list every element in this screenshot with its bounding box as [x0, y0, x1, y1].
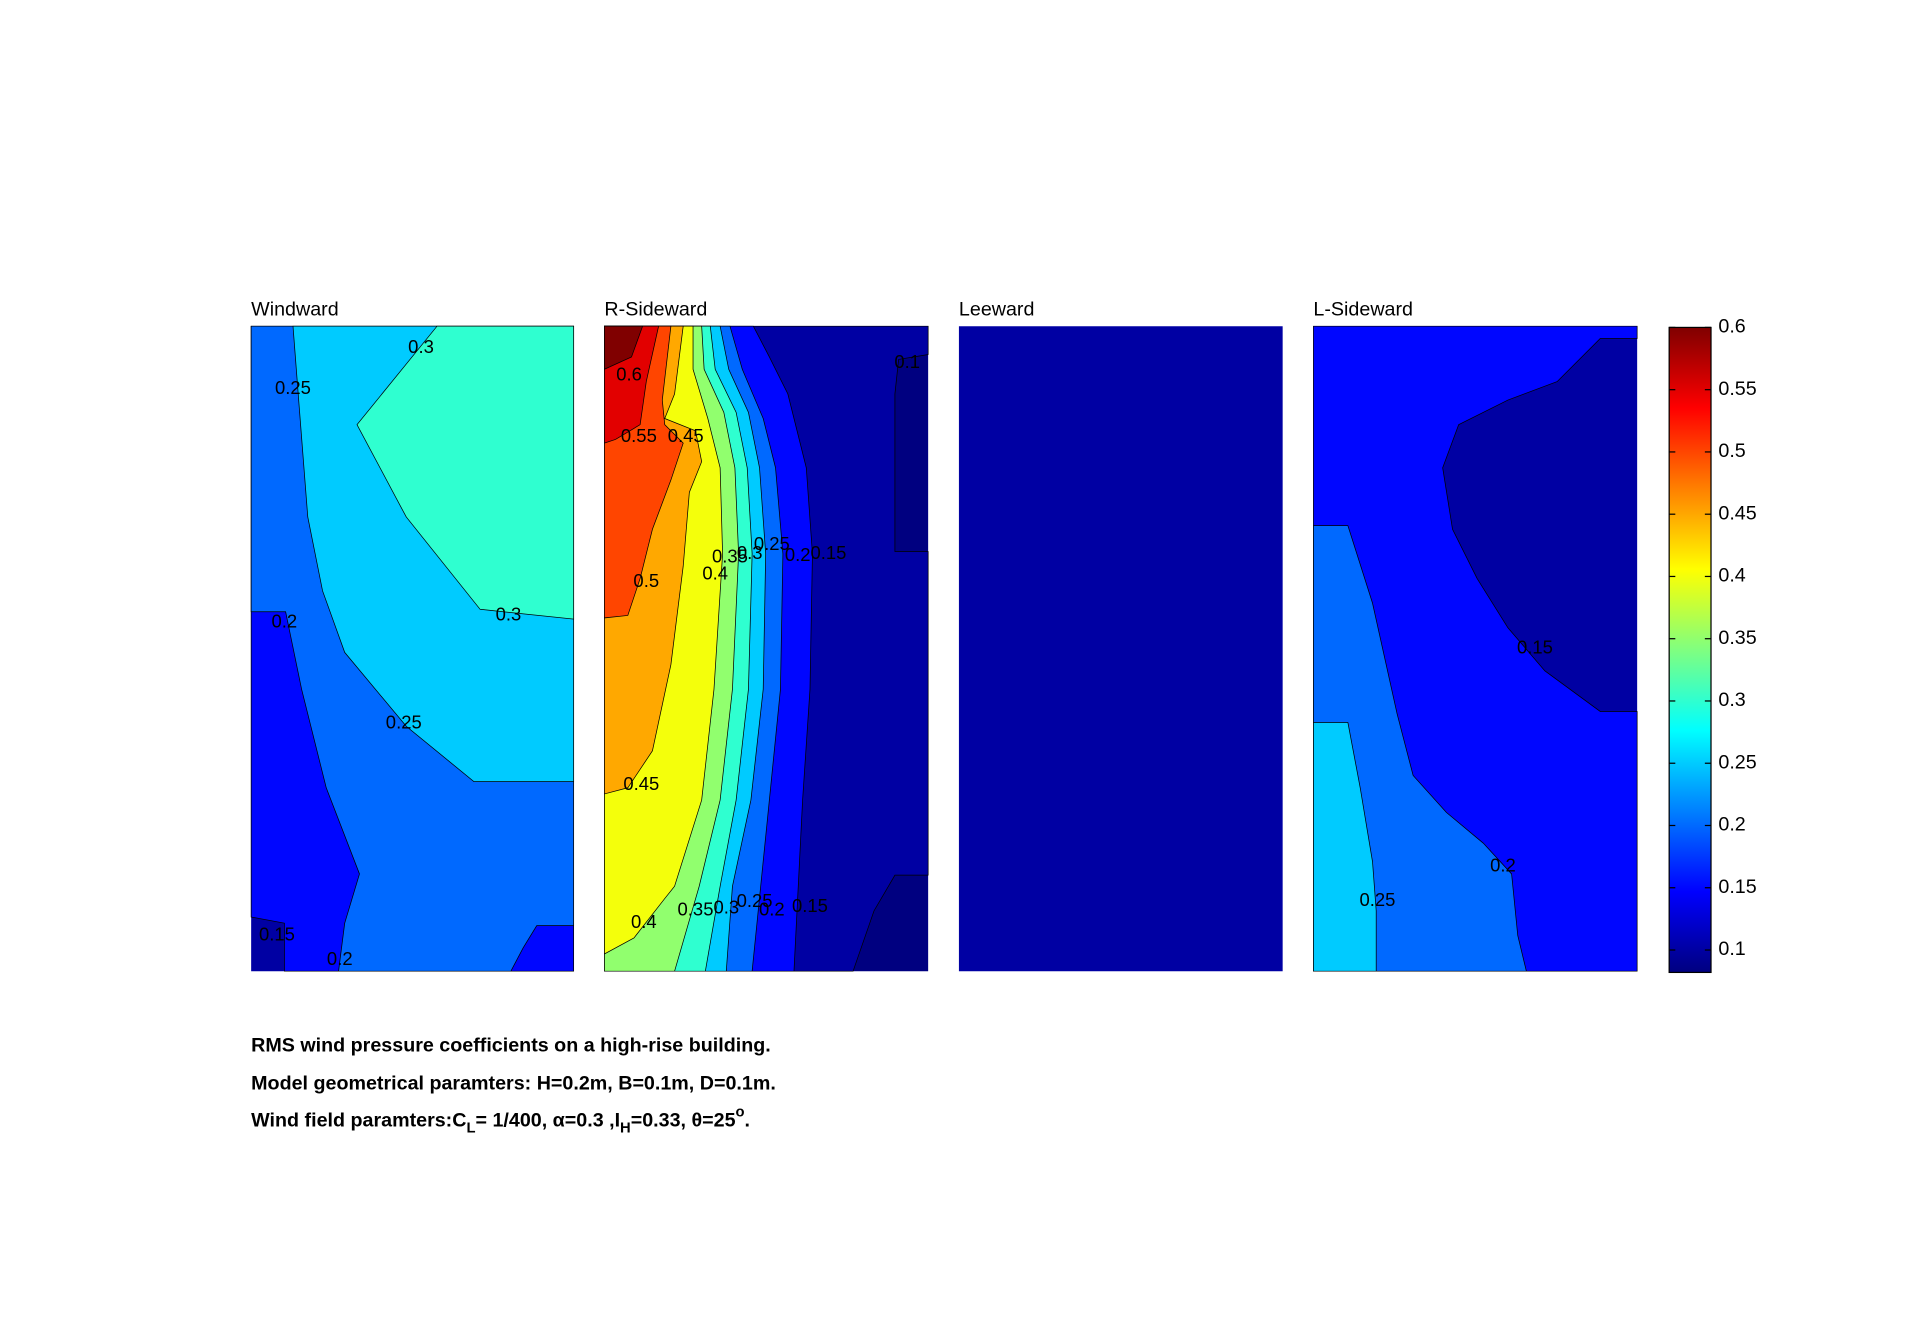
contour-panel: Leeward	[958, 298, 1283, 972]
contour-label: 0.15	[810, 542, 846, 563]
contour-label: 0.4	[631, 911, 657, 932]
contour-label: 0.15	[792, 895, 828, 916]
caption-part: .	[745, 1110, 750, 1132]
contour-label: 0.3	[713, 896, 739, 917]
tick-label: 0.1	[1718, 938, 1745, 960]
contour-label: 0.45	[668, 425, 704, 446]
tick-label: 0.4	[1718, 565, 1745, 587]
contour-band	[604, 325, 644, 370]
tick-label: 0.25	[1718, 751, 1756, 773]
contour-label: 0.3	[496, 603, 522, 624]
tick-label: 0.3	[1718, 689, 1745, 711]
caption-part: = 1/400, α=0.3 ,I	[476, 1110, 621, 1132]
contour-label: 0.2	[327, 948, 353, 969]
contour-label: 0.25	[1359, 889, 1395, 910]
contour-label: 0.55	[621, 425, 657, 446]
panel-title: L-Sideward	[1313, 298, 1413, 320]
contour-band	[958, 326, 1283, 972]
tick-label: 0.6	[1718, 316, 1745, 338]
contour-label: 0.2	[272, 611, 298, 632]
contour-label: 0.15	[1517, 637, 1553, 658]
caption-line: Model geometrical paramters: H=0.2m, B=0…	[251, 1073, 776, 1095]
contour-label: 0.2	[785, 544, 811, 565]
contour-label: 0.6	[616, 363, 642, 384]
contour-label: 0.3	[737, 542, 763, 563]
contour-label: 0.25	[737, 890, 773, 911]
colorbar: 0.1 0.15 0.2 0.25 0.3 0.35 0.4 0.45 0.5 0.55 0.6	[1668, 316, 1757, 974]
caption-part: L	[466, 1121, 475, 1137]
panel-title: Leeward	[959, 298, 1035, 320]
contour-band	[1313, 722, 1377, 972]
caption-part: H	[620, 1121, 631, 1137]
tick-label: 0.2	[1718, 814, 1745, 836]
colorbar-scale	[1668, 326, 1712, 974]
tick-label: 0.55	[1718, 378, 1756, 400]
contour-band	[356, 325, 575, 620]
caption-line: Wind field paramters:CL= 1/400, α=0.3 ,I…	[251, 1105, 750, 1137]
contour-label: 0.15	[259, 923, 295, 944]
contour-label: 0.2	[1490, 854, 1516, 875]
contour-label: 0.25	[754, 533, 790, 554]
contour-label: 0.3	[408, 336, 434, 357]
tick-label: 0.5	[1718, 440, 1745, 462]
contour-label: 0.25	[275, 377, 311, 398]
tick-label: 0.45	[1718, 502, 1756, 524]
contour-label: 0.2	[759, 899, 785, 920]
contour-label: 0.25	[386, 712, 422, 733]
tick-label: 0.15	[1718, 876, 1756, 898]
panel-title: R-Sideward	[604, 298, 707, 320]
contour-panel: L-Sideward 0.15 0.2 0.25	[1313, 298, 1638, 972]
caption-part: o	[736, 1105, 745, 1121]
caption-part: =0.33, θ=25	[631, 1110, 736, 1132]
contour-label: 0.4	[702, 563, 728, 584]
panel-title: Windward	[251, 298, 339, 320]
contour-label: 0.45	[623, 773, 659, 794]
caption-line: RMS wind pressure coefficients on a high…	[251, 1034, 771, 1056]
caption-part: Wind field paramters:C	[251, 1110, 466, 1132]
contour-label: 0.5	[633, 570, 659, 591]
contour-label: 0.1	[894, 351, 920, 372]
contour-label: 0.35	[678, 899, 714, 920]
contour-label: 0.35	[712, 545, 748, 566]
contour-panel: Windward 0.3 0.25 0.2 0.3 0.25 0.15 0.2	[250, 298, 575, 972]
tick-label: 0.35	[1718, 627, 1756, 649]
